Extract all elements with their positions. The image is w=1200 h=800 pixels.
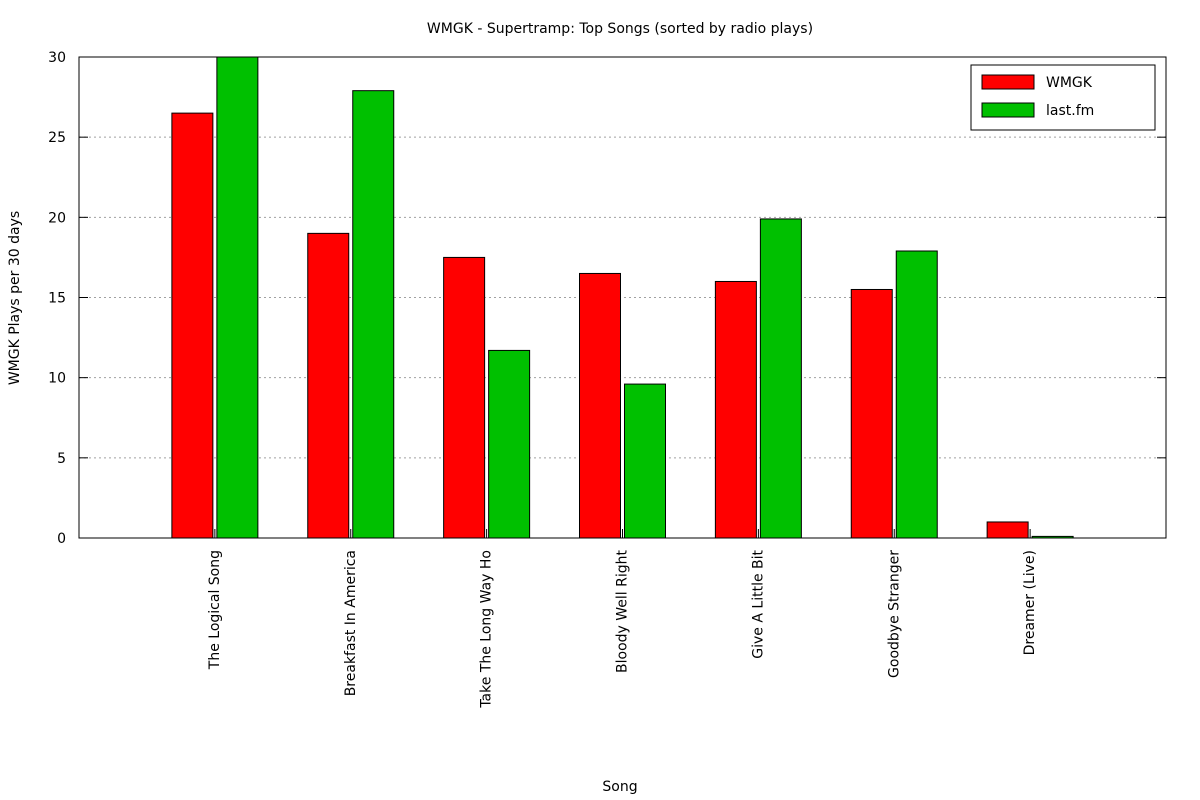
legend-label: WMGK <box>1046 75 1093 91</box>
bar-wmgk <box>986 521 1029 539</box>
bar-last-fm <box>216 56 259 539</box>
y-tick-label: 0 <box>57 531 66 547</box>
bar-last-fm <box>759 218 802 539</box>
x-tick-label: Take The Long Way Ho <box>479 550 495 709</box>
x-tick-label: Dreamer (Live) <box>1022 550 1038 655</box>
chart-title: WMGK - Supertramp: Top Songs (sorted by … <box>427 21 813 37</box>
bar-wmgk <box>714 280 757 539</box>
bar-last-fm <box>488 349 531 539</box>
legend-swatch <box>981 74 1035 90</box>
bars <box>171 56 1074 539</box>
bar-last-fm <box>352 90 395 539</box>
y-tick-label: 20 <box>48 210 66 226</box>
x-tick-label: Give A Little Bit <box>750 549 766 658</box>
y-axis-ticks: 0 5 10 15 20 25 30 <box>48 50 1166 547</box>
x-tick-label: Bloody Well Right <box>615 549 631 672</box>
x-tick-label: The Logical Song <box>207 550 223 670</box>
bar-wmgk <box>579 272 621 539</box>
x-tick-label: Goodbye Stranger <box>886 550 902 678</box>
y-axis-label: WMGK Plays per 30 days <box>7 211 23 385</box>
bar-wmgk <box>443 256 486 539</box>
bar-last-fm <box>624 383 666 539</box>
y-tick-label: 5 <box>57 451 66 467</box>
bar-wmgk <box>307 232 350 539</box>
legend-swatch <box>981 102 1035 118</box>
x-axis-tick-labels: The Logical Song Breakfast In America Take… <box>207 529 1038 709</box>
x-tick-label: Breakfast In America <box>343 550 359 696</box>
y-tick-label: 25 <box>48 130 66 146</box>
y-tick-label: 10 <box>48 371 66 387</box>
bar-wmgk <box>171 112 214 539</box>
legend-label: last.fm <box>1046 103 1094 119</box>
x-axis-label: Song <box>602 779 637 795</box>
grid-lines <box>79 136 1166 459</box>
bar-last-fm <box>895 250 938 539</box>
bar-wmgk <box>850 288 893 539</box>
y-tick-label: 15 <box>48 291 66 307</box>
legend: WMGK last.fm <box>970 64 1156 131</box>
y-tick-label: 30 <box>48 50 66 66</box>
